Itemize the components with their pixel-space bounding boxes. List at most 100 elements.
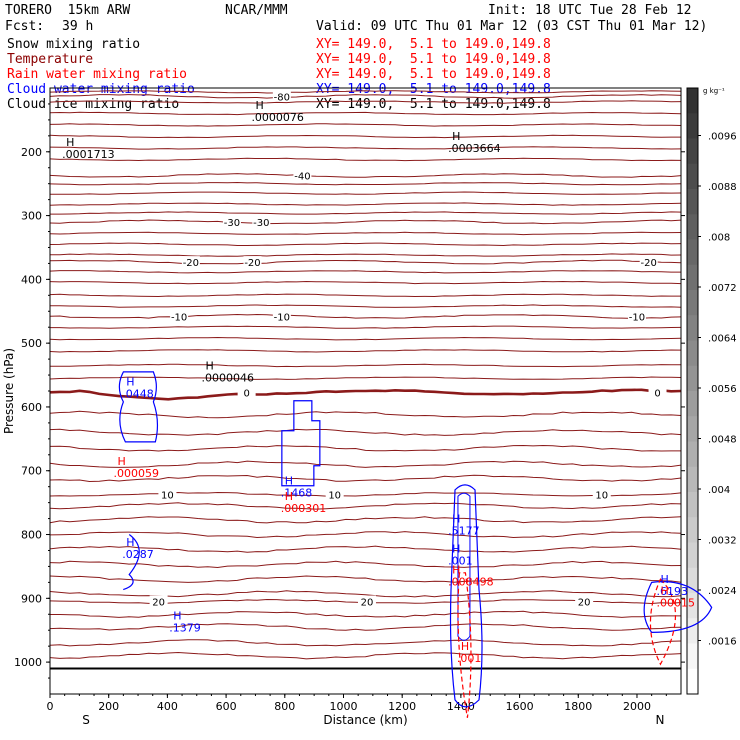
- temperature-contour: [49, 545, 682, 553]
- maximum-value: .6193: [656, 585, 688, 598]
- contour-label: -10: [171, 312, 187, 323]
- x-tick-label: 800: [274, 700, 295, 713]
- maximum-h: H: [660, 585, 668, 598]
- colorbar-segment: [687, 264, 698, 291]
- y-tick-label: 900: [21, 592, 42, 605]
- maximum-h: H: [452, 543, 460, 556]
- contour-label-bg: [222, 215, 241, 227]
- contour--20: [49, 259, 682, 265]
- colorbar-segment: [687, 391, 698, 417]
- maximum-value: .000059: [114, 467, 159, 480]
- maximum-h: H: [66, 136, 74, 149]
- contour-label: 20: [152, 598, 165, 609]
- contour-label-bg: [170, 310, 189, 322]
- maximum-value: .1468: [281, 486, 313, 499]
- x-tick-label: 200: [98, 700, 119, 713]
- colorbar-tick-label: .0048: [708, 435, 737, 446]
- contour-label: 10: [161, 490, 174, 501]
- colorbar-segment: [687, 88, 698, 114]
- maximum-value: .0003664: [448, 142, 501, 155]
- contour-label-bg: [252, 215, 271, 227]
- colorbar-segment: [687, 315, 698, 341]
- temperature-contour: [49, 242, 682, 247]
- contour-label-bg: [639, 256, 658, 268]
- maximum-value: .5177: [448, 525, 480, 538]
- field-cloudwater-name: Cloud water mixing ratio: [7, 82, 195, 97]
- temperature-contour: [49, 280, 682, 285]
- maximum-value: .0000046: [202, 371, 255, 384]
- maximum-h: H: [255, 99, 263, 112]
- maximum-value: .0287: [122, 548, 154, 561]
- colorbar-segment: [687, 416, 698, 442]
- colorbar-segment: [687, 618, 698, 644]
- init-time: Init: 18 UTC Tue 28 Feb 12: [488, 3, 692, 18]
- colorbar-segment: [687, 138, 698, 165]
- colorbar-segment: [687, 214, 698, 240]
- contour-label-bg: [293, 169, 312, 181]
- x-tick-label: 1000: [329, 700, 357, 713]
- temperature-contour: [49, 444, 681, 452]
- maximum-h: H: [452, 564, 460, 577]
- contour-label-bg: [357, 595, 376, 607]
- maximum-value: .000301: [281, 502, 327, 515]
- temperature-contour: [49, 639, 682, 647]
- y-tick-label: 700: [21, 465, 42, 478]
- temperature-contour: [49, 575, 682, 583]
- y-tick-label: 800: [21, 529, 42, 542]
- colorbar-segment: [687, 441, 698, 468]
- y-tick-label: 400: [21, 273, 42, 286]
- colorbar-segment: [687, 542, 698, 569]
- contour-label-bg: [149, 595, 168, 607]
- temperature-contour: [49, 410, 682, 419]
- temperature-contour: [49, 231, 682, 236]
- temperature-contour: [49, 623, 682, 631]
- colorbar-segment: [687, 290, 698, 316]
- temperature-contour: [49, 349, 682, 353]
- temperature-contour: [49, 146, 682, 150]
- rain-outline: [457, 572, 472, 718]
- temperature-contour: [49, 270, 681, 274]
- maximum-value: .00015: [656, 597, 695, 610]
- contour--40: [49, 173, 682, 178]
- cloud-water-outline: [281, 400, 321, 487]
- colorbar-tick-label: .008: [708, 233, 730, 244]
- model-title: TORERO 15km ARW: [5, 3, 131, 18]
- y-tick-label: 200: [21, 146, 42, 159]
- temperature-contour: [50, 363, 681, 368]
- contour-label-bg: [592, 488, 611, 500]
- colorbar-segment: [687, 340, 698, 367]
- colorbar-frame: [686, 87, 699, 695]
- field-rain-name: Rain water mixing ratio: [7, 67, 188, 82]
- contour-label: -20: [641, 258, 657, 269]
- contour-label-bg: [158, 488, 177, 500]
- temperature-contour: [49, 651, 682, 660]
- temperature-contour: [49, 531, 682, 539]
- contour-label: -10: [274, 312, 290, 323]
- contour-label: 10: [328, 490, 341, 501]
- colorbar-segment: [687, 668, 698, 695]
- temperature-contour: [50, 211, 682, 215]
- colorbar-tick-label: .004: [708, 485, 730, 496]
- y-axis-label: Pressure (hPa): [2, 348, 16, 434]
- field-cloudwater-xy: XY= 149.0, 5.1 to 149.0,149.8: [316, 82, 551, 97]
- temperature-contour: [49, 336, 682, 341]
- maximum-h: H: [126, 375, 134, 388]
- contour-label-bg: [237, 386, 256, 398]
- contour-label-bg: [575, 595, 594, 607]
- contour-label-bg: [272, 310, 291, 322]
- colorbar-segment: [687, 365, 698, 392]
- contour-label: 20: [361, 598, 374, 609]
- maximum-value: .001: [448, 555, 473, 568]
- contour--30: [49, 219, 682, 225]
- colorbar-tick-label: .0072: [708, 283, 737, 294]
- colorbar-segment: [687, 643, 698, 670]
- x-axis-label: Distance (km): [323, 713, 407, 727]
- temperature-contour: [49, 157, 682, 162]
- colorbar-tick-label: .0096: [708, 132, 737, 143]
- maximum-value: .0000076: [251, 111, 304, 124]
- temperature-contour: [49, 560, 682, 569]
- field-temp-name: Temperature: [7, 52, 94, 67]
- temperature-contour: [49, 90, 682, 94]
- temperature-contour: [49, 502, 682, 510]
